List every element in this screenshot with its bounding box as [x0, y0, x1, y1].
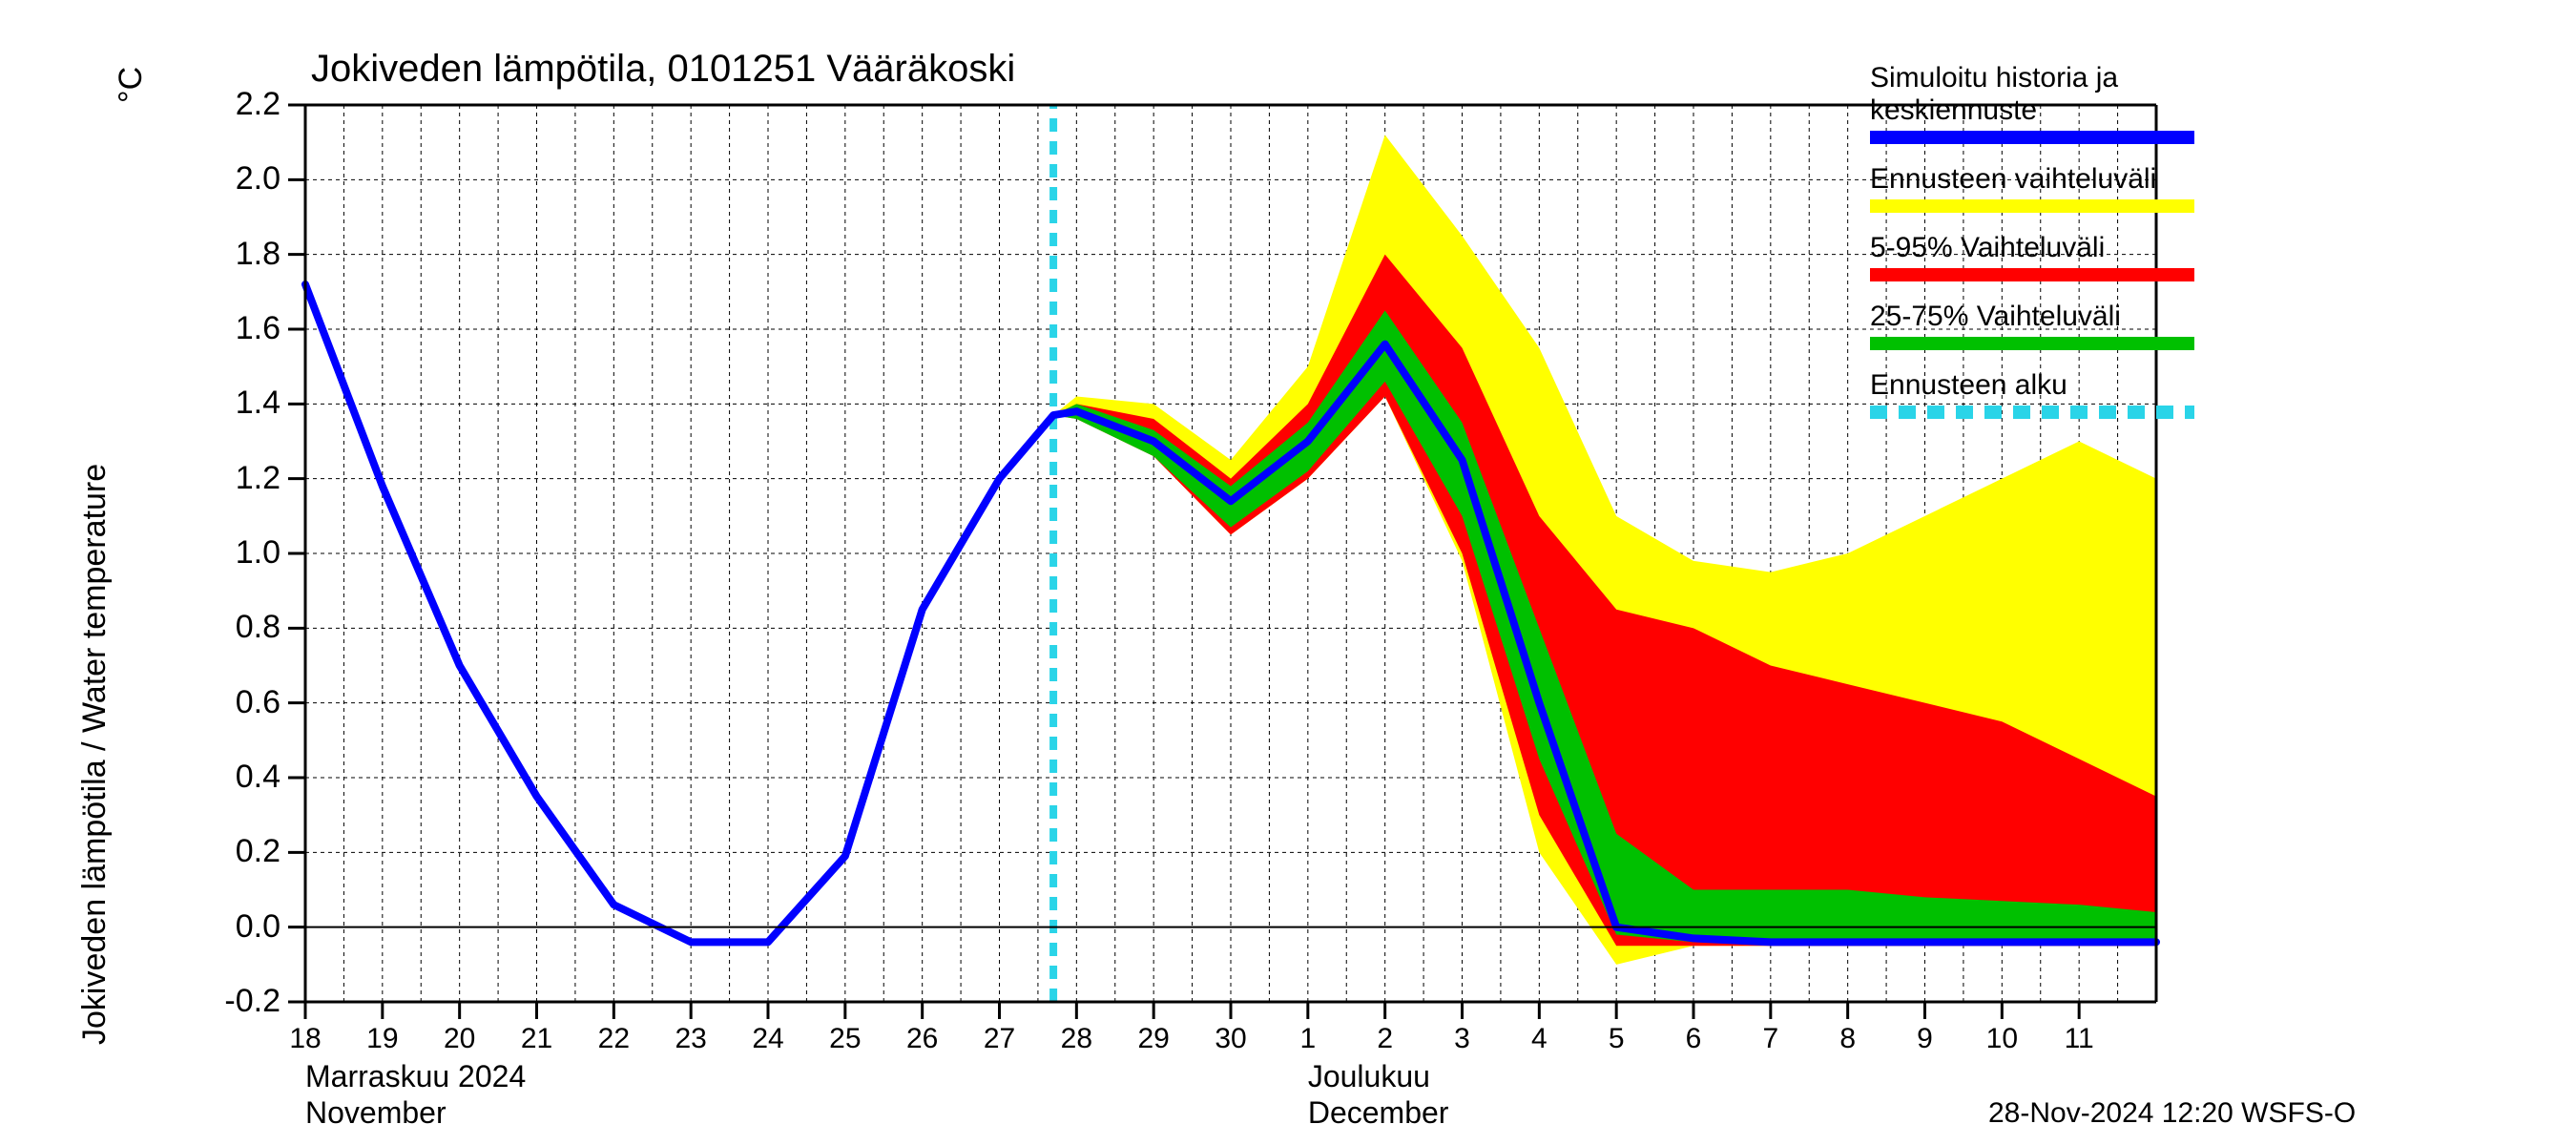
- x-tick-label: 26: [906, 1023, 938, 1055]
- y-tick-label: 1.6: [236, 310, 280, 347]
- y-tick-label: 1.4: [236, 385, 280, 422]
- x-tick-label: 10: [1986, 1023, 2018, 1055]
- legend-swatch: [1870, 268, 2194, 281]
- x-tick-label: 9: [1917, 1023, 1933, 1055]
- month-label-2-top: Joulukuu: [1308, 1059, 1430, 1094]
- legend-swatch: [1870, 337, 2194, 350]
- y-tick-label: 0.0: [236, 908, 280, 946]
- x-tick-label: 24: [752, 1023, 783, 1055]
- legend-label: keskiennuste: [1870, 94, 2037, 127]
- x-tick-label: 2: [1377, 1023, 1393, 1055]
- legend-label: 25-75% Vaihteluväli: [1870, 301, 2121, 333]
- y-tick-label: 0.2: [236, 833, 280, 870]
- y-tick-label: 0.6: [236, 684, 280, 721]
- legend-swatch: [1870, 131, 2194, 144]
- legend-label: Ennusteen vaihteluväli: [1870, 163, 2156, 196]
- x-tick-label: 20: [444, 1023, 475, 1055]
- y-tick-label: 0.4: [236, 759, 280, 796]
- x-tick-label: 18: [289, 1023, 321, 1055]
- month-label-1-top: Marraskuu 2024: [305, 1059, 526, 1094]
- x-tick-label: 3: [1454, 1023, 1470, 1055]
- x-tick-label: 5: [1609, 1023, 1625, 1055]
- legend-swatch: [1870, 406, 2194, 419]
- chart-container: Jokiveden lämpötila, 0101251 Vääräkoski …: [0, 0, 2576, 1145]
- x-tick-label: 1: [1299, 1023, 1316, 1055]
- x-tick-label: 22: [598, 1023, 630, 1055]
- legend-label: Simuloitu historia ja: [1870, 62, 2118, 94]
- x-tick-label: 23: [675, 1023, 706, 1055]
- y-tick-label: -0.2: [224, 983, 280, 1020]
- y-tick-label: 2.0: [236, 160, 280, 198]
- legend-label: Ennusteen alku: [1870, 369, 2067, 402]
- y-tick-label: 1.2: [236, 460, 280, 497]
- x-tick-label: 11: [2065, 1023, 2094, 1055]
- x-tick-label: 27: [984, 1023, 1015, 1055]
- x-tick-label: 6: [1686, 1023, 1702, 1055]
- x-tick-label: 25: [829, 1023, 861, 1055]
- chart-plot: [0, 0, 2576, 1145]
- legend-swatch: [1870, 199, 2194, 213]
- x-tick-label: 29: [1137, 1023, 1169, 1055]
- month-label-2-bottom: December: [1308, 1095, 1449, 1131]
- timestamp-label: 28-Nov-2024 12:20 WSFS-O: [1988, 1097, 2356, 1130]
- y-tick-label: 1.0: [236, 534, 280, 572]
- x-tick-label: 7: [1762, 1023, 1778, 1055]
- y-tick-label: 1.8: [236, 236, 280, 273]
- month-label-1-bottom: November: [305, 1095, 447, 1131]
- x-tick-label: 30: [1215, 1023, 1246, 1055]
- x-tick-label: 19: [366, 1023, 398, 1055]
- legend-label: 5-95% Vaihteluväli: [1870, 232, 2105, 264]
- x-tick-label: 21: [521, 1023, 552, 1055]
- x-tick-label: 4: [1531, 1023, 1548, 1055]
- y-tick-label: 0.8: [236, 609, 280, 646]
- y-tick-label: 2.2: [236, 86, 280, 123]
- x-tick-label: 8: [1839, 1023, 1856, 1055]
- x-tick-label: 28: [1061, 1023, 1092, 1055]
